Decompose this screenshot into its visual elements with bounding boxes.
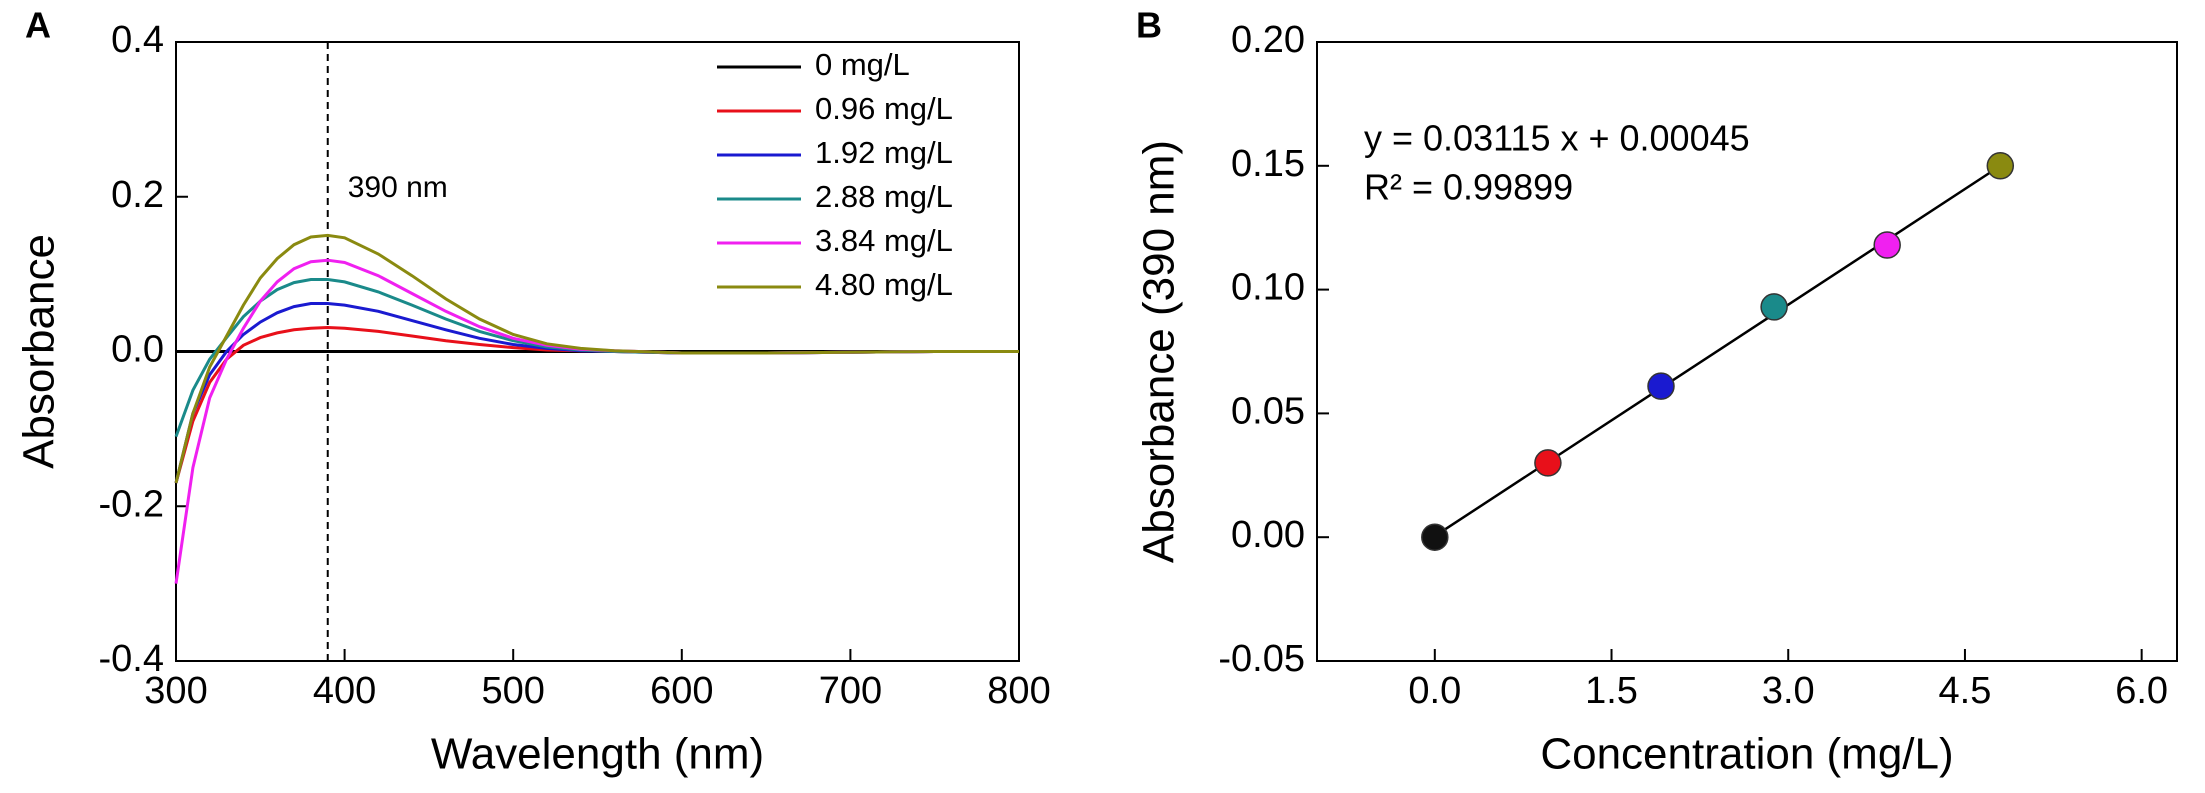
- x-tick-label: 300: [144, 670, 207, 712]
- data-point: [1986, 152, 2015, 180]
- y-tick-label: 0.00: [1231, 514, 1305, 556]
- y-axis-title: Absorbance: [15, 234, 64, 469]
- series-line: [174, 233, 1019, 484]
- series-line: [174, 258, 1019, 584]
- x-tick-label: 800: [987, 670, 1050, 712]
- x-tick-label: 400: [313, 670, 376, 712]
- y-tick-label: 0.2: [111, 174, 164, 216]
- x-axis-title: Wavelength (nm): [431, 730, 764, 779]
- fit-line: [1434, 164, 2001, 538]
- plot-frame: [1316, 41, 2178, 662]
- x-tick-label: 6.0: [2115, 670, 2168, 712]
- x-tick-label: 0.0: [1408, 670, 1461, 712]
- legend-label: 1.92 mg/L: [815, 135, 953, 170]
- x-tick-label: 600: [650, 670, 713, 712]
- panel-label: A: [25, 5, 51, 46]
- y-tick-label: -0.4: [99, 638, 164, 680]
- equation: y = 0.03115 x + 0.00045: [1364, 118, 1750, 159]
- data-point: [1534, 449, 1562, 477]
- y-tick-label: 0.10: [1231, 267, 1305, 309]
- legend-label: 0.96 mg/L: [815, 91, 953, 126]
- x-axis-title: Concentration (mg/L): [1540, 730, 1953, 779]
- y-tick-label: 0.05: [1231, 390, 1305, 432]
- y-tick-label: -0.2: [99, 483, 164, 525]
- data-point: [1647, 372, 1675, 400]
- y-tick-label: 0.15: [1231, 143, 1305, 185]
- y-tick-label: -0.05: [1218, 638, 1305, 680]
- series-line: [174, 278, 1019, 438]
- x-tick-label: 3.0: [1762, 670, 1815, 712]
- x-tick-label: 700: [819, 670, 882, 712]
- panel-label: B: [1136, 5, 1162, 46]
- x-tick-label: 500: [481, 670, 544, 712]
- y-axis-title: Absorbance (390 nm): [1135, 140, 1184, 563]
- x-tick-label: 4.5: [1939, 670, 1992, 712]
- r-squared: R² = 0.99899: [1364, 167, 1573, 208]
- y-tick-label: 0.20: [1231, 19, 1305, 61]
- y-tick-label: 0.0: [111, 329, 164, 371]
- legend-label: 0 mg/L: [815, 47, 910, 82]
- legend-label: 2.88 mg/L: [815, 179, 953, 214]
- annotation: 390 nm: [348, 171, 448, 204]
- legend-label: 4.80 mg/L: [815, 267, 953, 302]
- x-tick-label: 1.5: [1585, 670, 1638, 712]
- data-point: [1421, 523, 1449, 551]
- legend-label: 3.84 mg/L: [815, 223, 953, 258]
- y-tick-label: 0.4: [111, 19, 164, 61]
- data-point: [1873, 231, 1901, 259]
- data-point: [1760, 293, 1788, 321]
